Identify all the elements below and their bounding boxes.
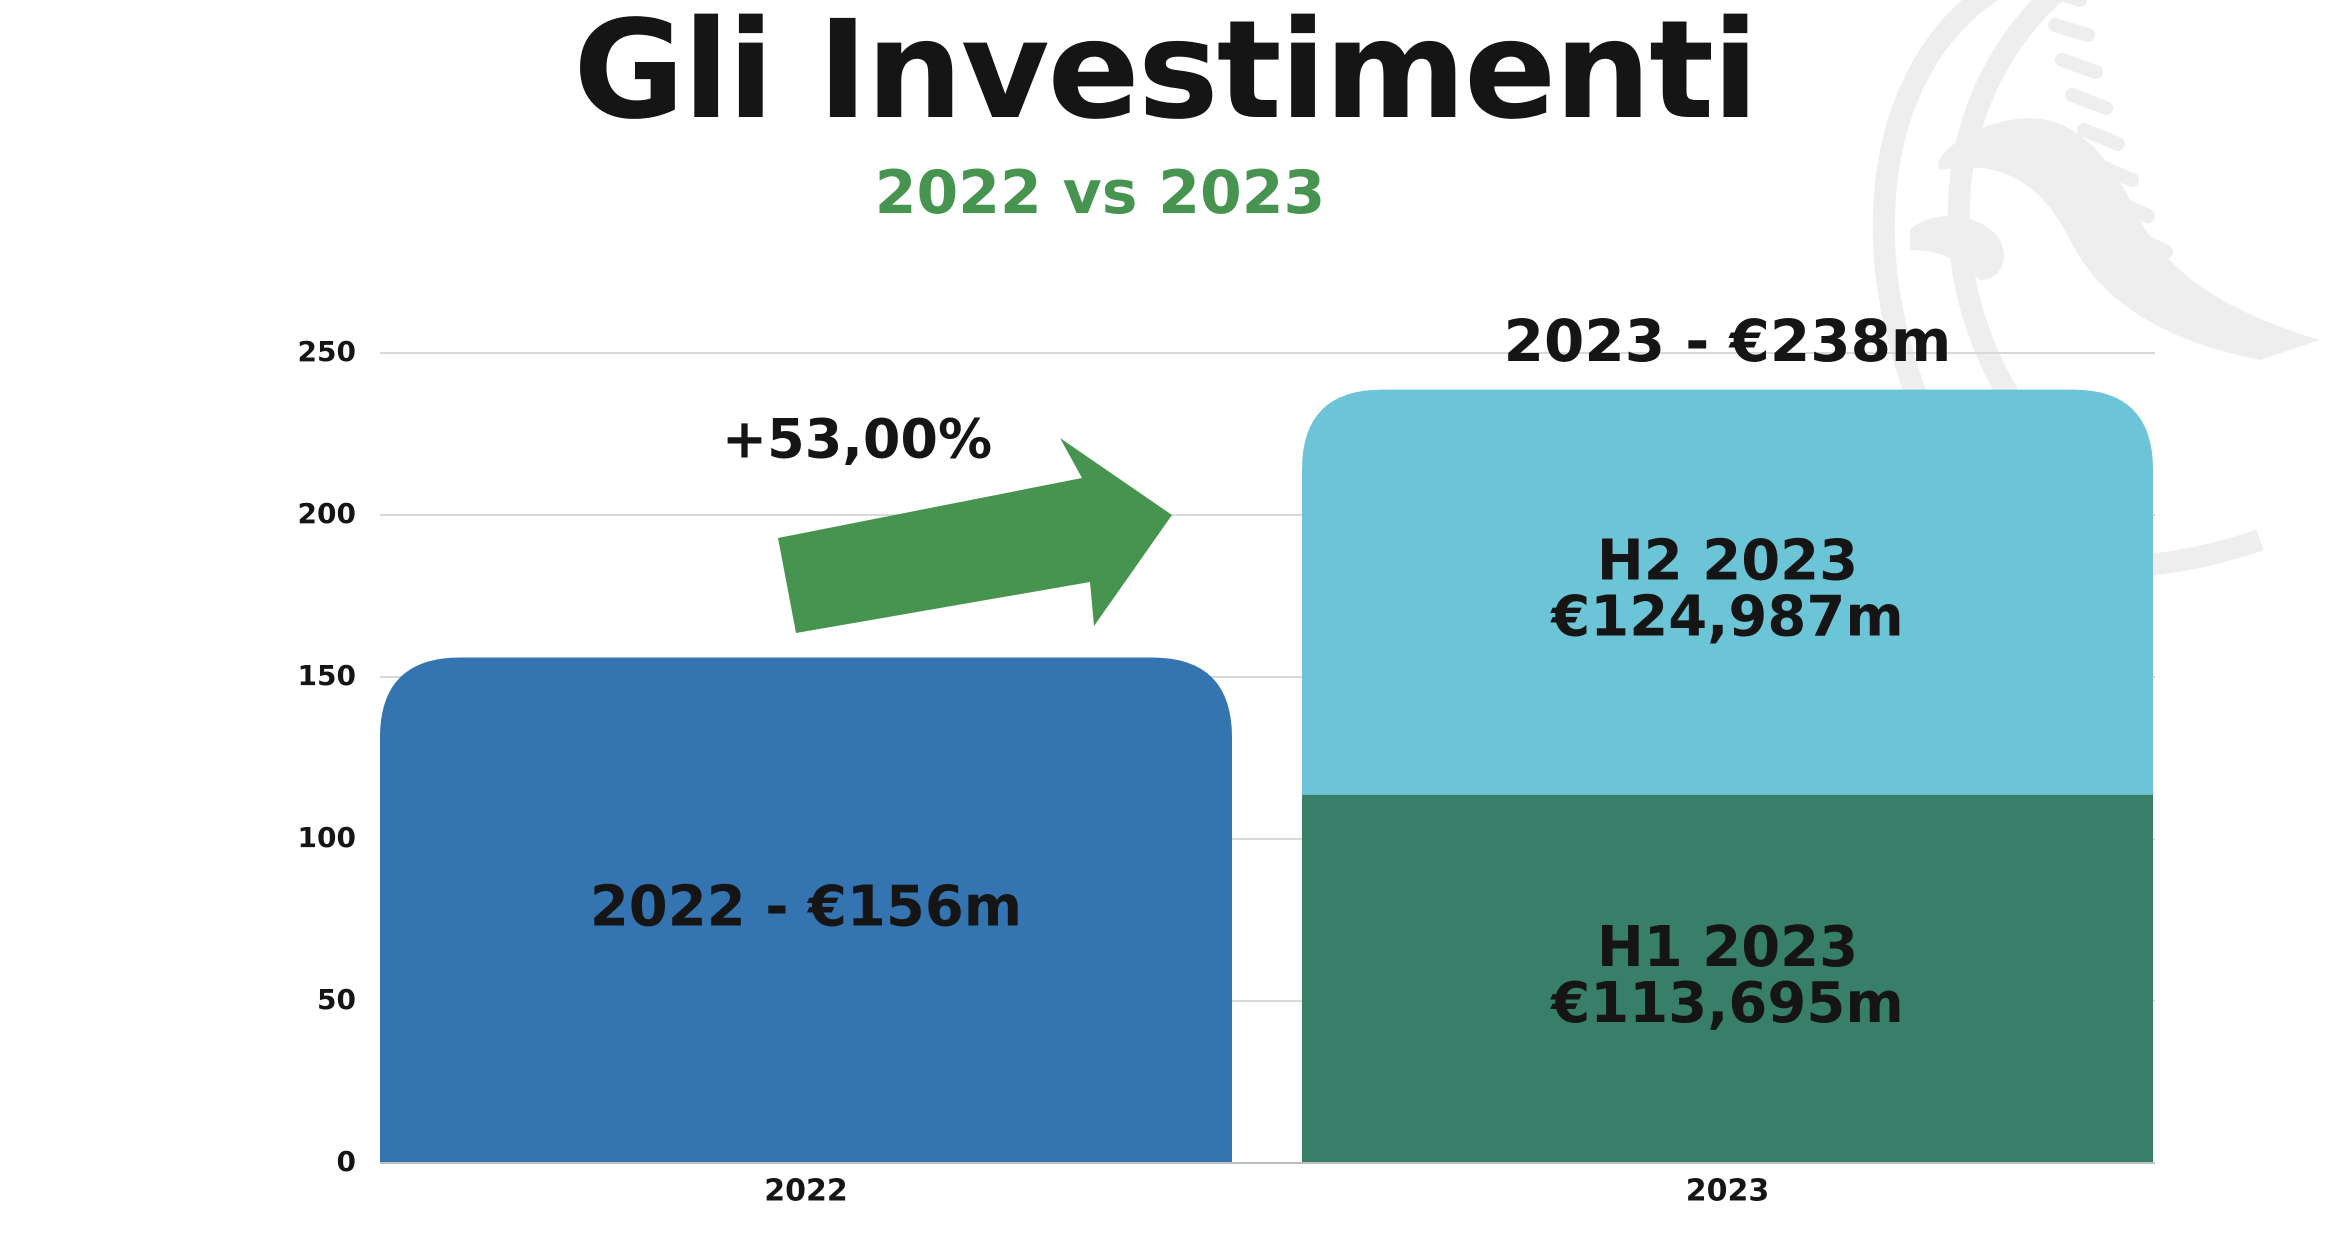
bar-label: H1 2023 xyxy=(1597,915,1858,980)
bar-segment xyxy=(380,657,1232,1163)
x-tick-label: 2023 xyxy=(1686,1174,1770,1209)
bar-total-label: 2023 - €238m xyxy=(1504,307,1952,375)
bar-label: €124,987m xyxy=(1549,584,1903,649)
bar-segment xyxy=(1302,389,2153,795)
y-tick-label: 0 xyxy=(337,1145,356,1178)
y-tick-label: 150 xyxy=(298,659,356,692)
bar-segment xyxy=(1302,794,2153,1163)
y-tick-label: 250 xyxy=(298,335,356,368)
bar-label: H2 2023 xyxy=(1597,528,1858,593)
bar-label: 2022 - €156m xyxy=(590,874,1022,939)
y-tick-label: 50 xyxy=(317,983,356,1016)
growth-percentage-label: +53,00% xyxy=(722,408,992,471)
growth-arrow-icon xyxy=(778,438,1172,633)
x-tick-label: 2022 xyxy=(764,1174,848,1209)
bar-label: €113,695m xyxy=(1549,971,1903,1036)
page-subtitle: 2022 vs 2023 xyxy=(874,158,1326,228)
page-title: Gli Investimenti xyxy=(573,0,1759,150)
y-tick-label: 100 xyxy=(298,821,356,854)
y-tick-label: 200 xyxy=(298,497,356,530)
